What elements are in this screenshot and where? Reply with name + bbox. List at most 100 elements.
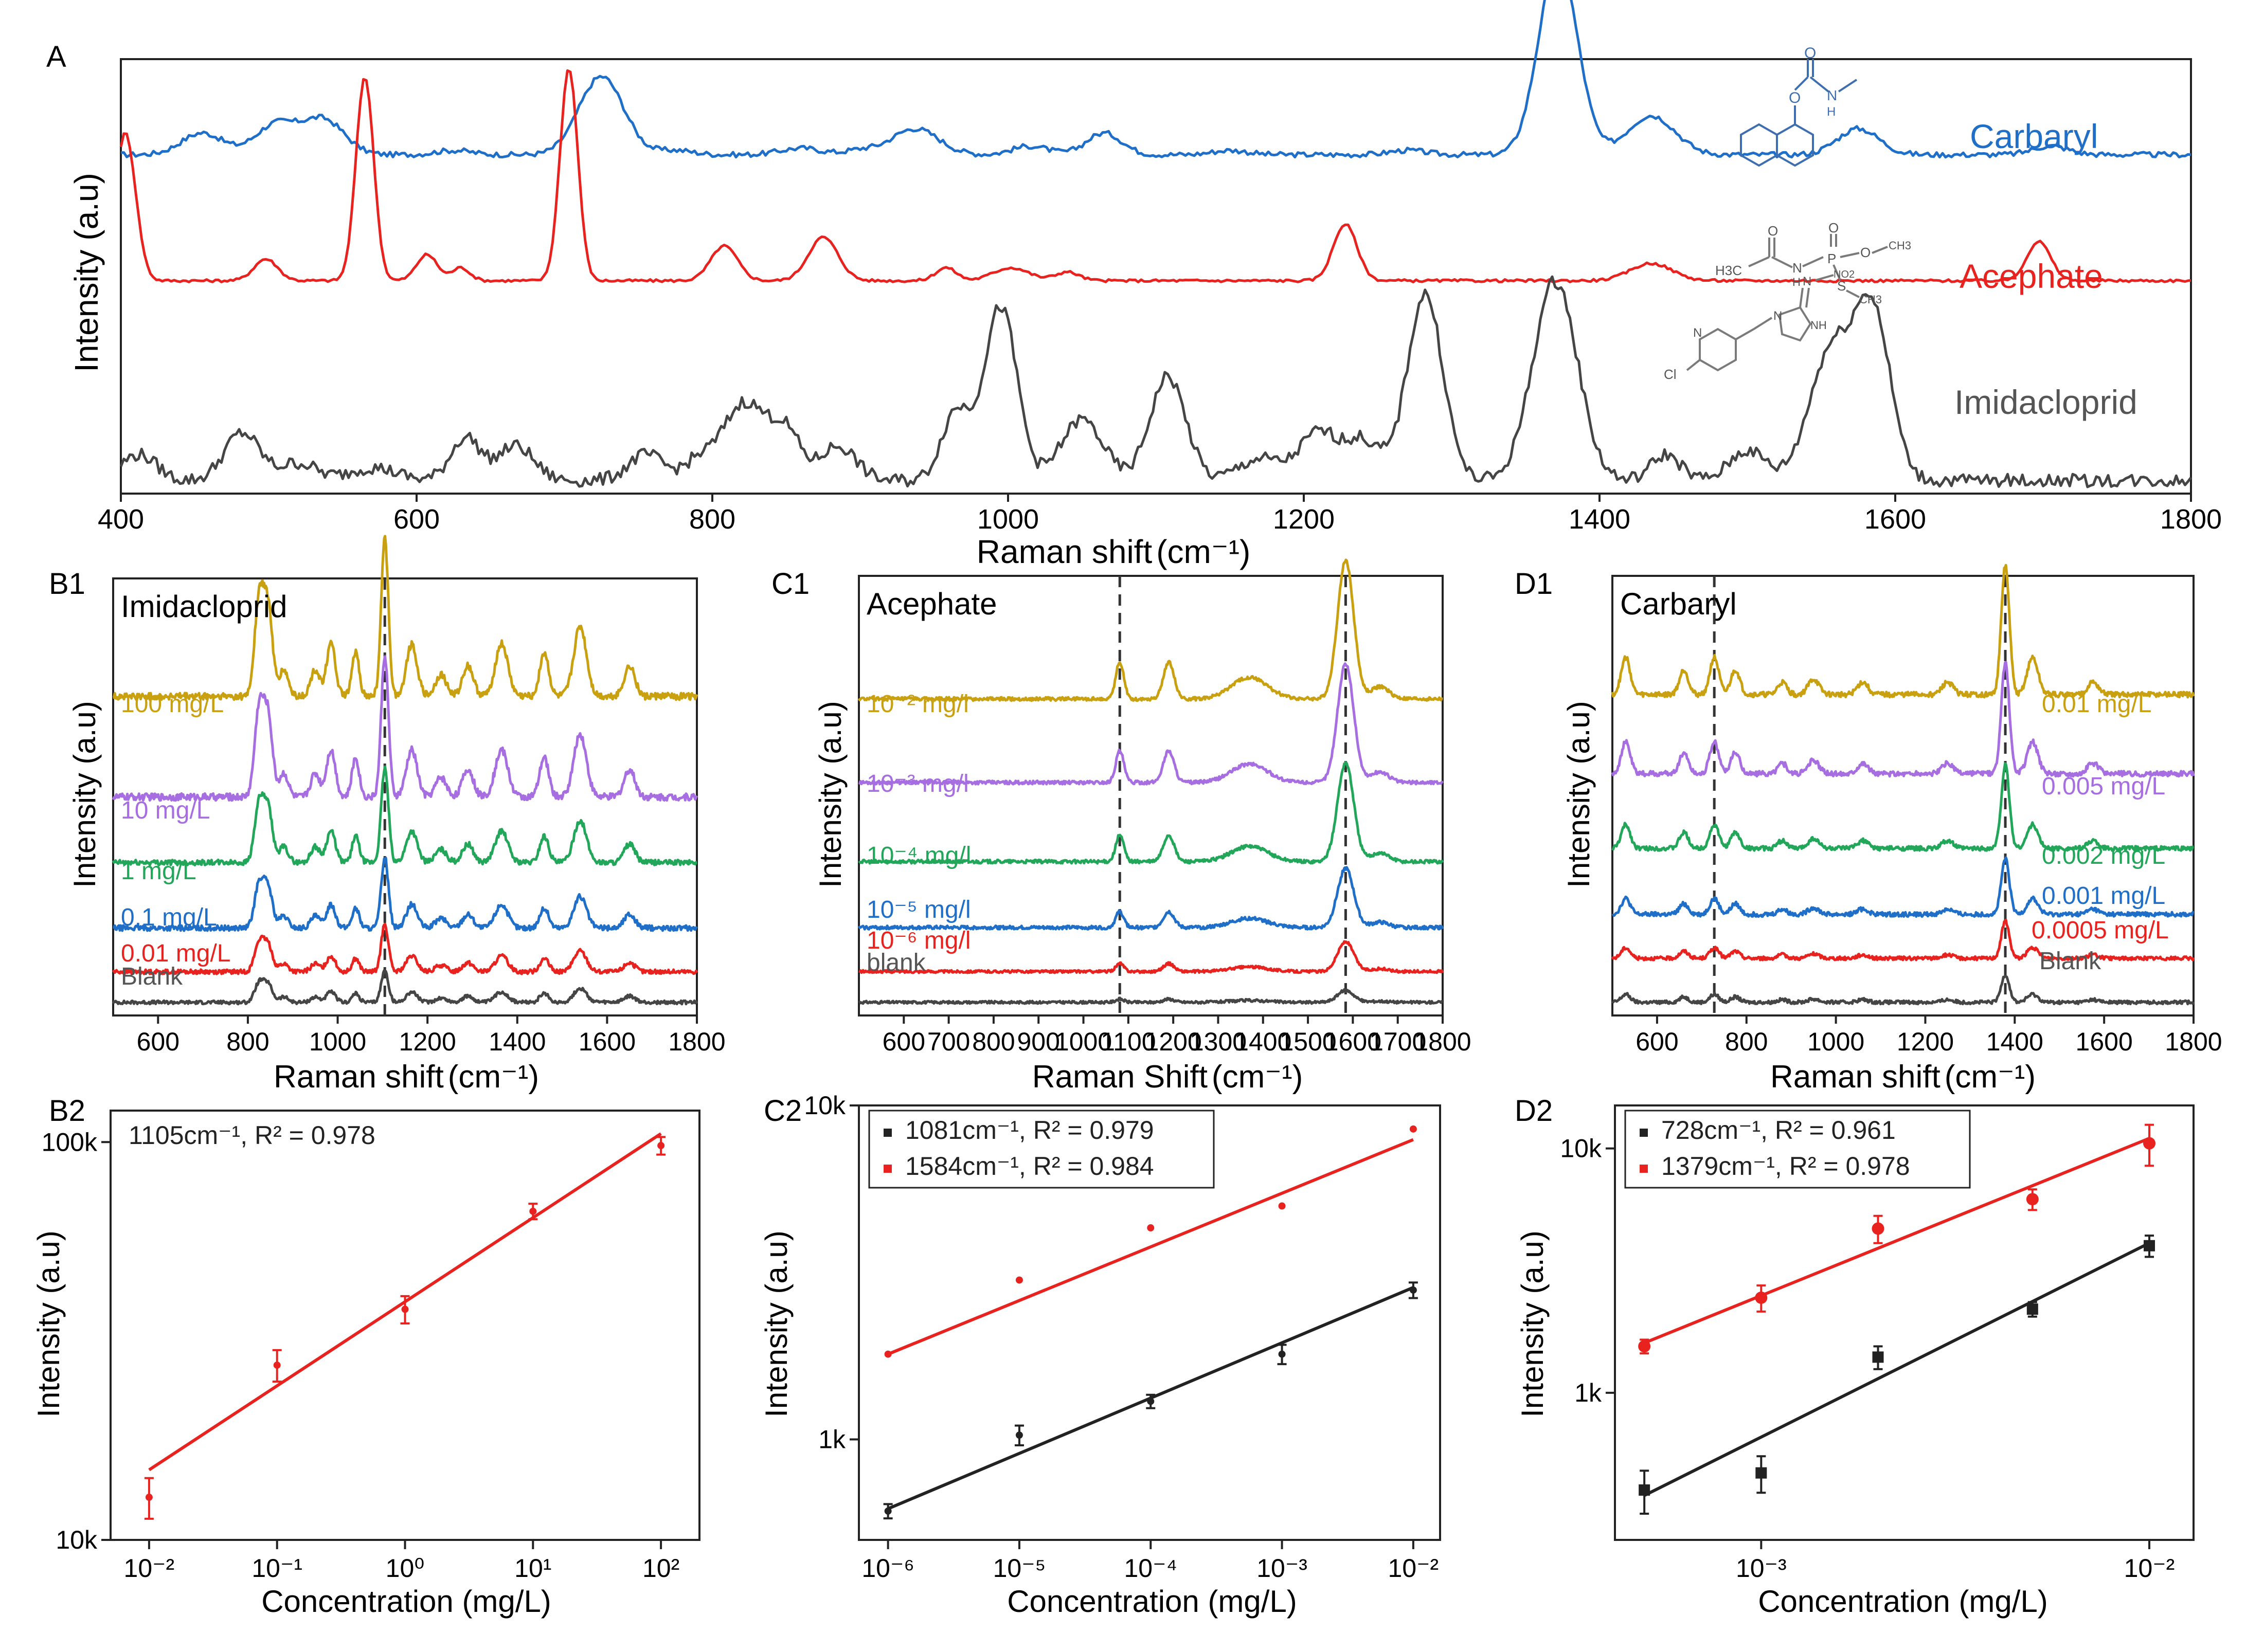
panel-label-b2: B2: [49, 1094, 85, 1128]
x-tick-label: 1000: [1807, 1027, 1864, 1056]
panel-c1-y-axis-label: Intensity (a.u): [813, 701, 848, 888]
data-point: [1147, 1397, 1155, 1405]
x-tick-label: 10⁻²: [124, 1554, 175, 1583]
svg-text:N: N: [1803, 275, 1811, 288]
panel-b2-plot-frame: [110, 1110, 700, 1541]
x-tick-label: 10⁻³: [1736, 1554, 1787, 1583]
x-tick-label: 1800: [2165, 1027, 2222, 1056]
data-point: [2143, 1137, 2156, 1150]
panel-a-x-axis-label-text: Raman shift: [977, 533, 1153, 570]
spectrum-blank: [858, 988, 1443, 1005]
svg-text:O: O: [1804, 45, 1816, 62]
x-tick-label: 600: [393, 504, 440, 535]
data-point: [1409, 1286, 1417, 1294]
x-tick-label: 1200: [1897, 1027, 1954, 1056]
panel-label-c2: C2: [764, 1094, 802, 1128]
data-point: [1755, 1467, 1767, 1479]
x-tick-label: 10⁻²: [2124, 1554, 2175, 1583]
data-point: [1638, 1340, 1651, 1353]
spectrum-1-mg-l: [112, 765, 697, 866]
fit-line: [1643, 1242, 2150, 1497]
panel-d2-x-axis-label: Concentration (mg/L): [1758, 1584, 2048, 1619]
panel-c1-x-axis-label-text: Raman Shift: [1032, 1059, 1208, 1095]
svg-text:CH3: CH3: [1889, 239, 1911, 252]
panel-c1-x-axis-unit: (cm⁻¹): [1212, 1059, 1303, 1095]
data-point: [884, 1507, 892, 1515]
legend-label-carbaryl: Carbaryl: [1970, 117, 2098, 155]
svg-text:NO2: NO2: [1834, 269, 1855, 280]
x-tick-label: 800: [689, 504, 735, 535]
y-tick-label: 10k: [56, 1526, 98, 1554]
x-tick-label: 400: [98, 504, 144, 535]
x-tick-label: 800: [1725, 1027, 1768, 1056]
data-point: [1639, 1484, 1650, 1496]
panel-c1-x-axis-label: Raman Shift (cm⁻¹): [1032, 1059, 1303, 1095]
x-tick-label: 10²: [642, 1554, 679, 1583]
data-point: [1278, 1202, 1286, 1210]
x-tick-label: 1200: [1145, 1027, 1202, 1056]
x-tick-label: 1800: [668, 1027, 725, 1056]
imidacloprid-structure-drawing: Cl N N NH N NO2: [1664, 269, 1855, 382]
svg-text:NH: NH: [1810, 319, 1827, 332]
legend-entry: 1584cm⁻¹, R² = 0.984: [905, 1152, 1154, 1181]
panel-c2-legend: 1081cm⁻¹, R² = 0.979 1584cm⁻¹, R² = 0.984: [868, 1110, 1215, 1189]
panel-c2-plot-frame: [858, 1104, 1441, 1541]
svg-text:S: S: [1837, 278, 1846, 294]
x-tick-label: 1600: [1324, 1027, 1381, 1056]
data-point: [1409, 1125, 1417, 1133]
panel-label-b1: B1: [49, 567, 85, 601]
c1-label-blank: blank: [867, 949, 926, 976]
spectrum-10-mg-l: [858, 761, 1444, 865]
panel-d1-x-axis-label: Raman shift (cm⁻¹): [1770, 1059, 2036, 1095]
b1-label-0.01: 0.01 mg/L: [121, 940, 230, 967]
legend-marker: [1640, 1129, 1648, 1137]
panel-b1: B1 600 800 1000 1200 1400 1600 1800 Imidaclopr…: [49, 535, 726, 1095]
spectrum-0-1-mg-l: [113, 857, 698, 932]
fit-line: [1644, 1137, 2150, 1345]
legend-entry: 1105cm⁻¹, R² = 0.978: [129, 1121, 375, 1150]
spectrum-0-002-mg-l: [1611, 762, 2194, 852]
svg-text:O: O: [1828, 220, 1839, 235]
panel-c2-x-axis-label: Concentration (mg/L): [1007, 1584, 1297, 1619]
panel-c1-title: Acephate: [867, 587, 997, 621]
panel-d2: D2 10⁻³ 10⁻² 1k 10k 728cm⁻¹, R² = 0.961 1379…: [1515, 1094, 2195, 1619]
svg-text:Cl: Cl: [1664, 367, 1677, 382]
panel-d1-x-ticks: 600 800 1000 1200 1400 1600 1800: [1636, 1015, 2222, 1056]
d1-label-0.0005: 0.0005 mg/L: [2032, 917, 2169, 944]
x-tick-label: 1400: [1986, 1027, 2043, 1056]
panel-label-a: A: [46, 40, 66, 74]
x-tick-label: 10⁻⁴: [1124, 1554, 1178, 1583]
svg-text:N: N: [1773, 309, 1782, 323]
svg-text:H: H: [1792, 276, 1801, 288]
data-point: [1147, 1224, 1155, 1232]
panel-c2-y-axis-label: Intensity (a.u): [759, 1230, 794, 1418]
b1-label-0.1: 0.1 mg/L: [121, 904, 217, 931]
data-point: [1278, 1350, 1286, 1358]
y-tick-label: 10k: [804, 1091, 846, 1120]
carbaryl-structure-drawing: O O N H: [1740, 45, 1858, 167]
x-tick-label: 1600: [2076, 1027, 2133, 1056]
spectrum-0-01-mg-l: [112, 922, 698, 975]
data-point: [529, 1207, 537, 1215]
panel-d1: D1 600 800 1000 1200 1400 1600 1800 Carbaryl I…: [1515, 564, 2222, 1095]
x-tick-label: 10⁻⁶: [861, 1554, 914, 1583]
x-tick-label: 1000: [309, 1027, 366, 1056]
panel-a-traces: [119, 0, 2192, 488]
panel-c2-plot: [883, 1125, 1418, 1520]
x-tick-label: 1400: [1569, 504, 1630, 535]
x-tick-label: 1000: [977, 504, 1039, 535]
panel-a: A 400 600 800 1000 1200 1400 1600 1800 Intensit…: [46, 0, 2222, 570]
legend-box: [1624, 1110, 1971, 1189]
spectrum-0-01-mg-l: [1611, 564, 2195, 699]
d1-label-0.002: 0.002 mg/L: [2042, 842, 2165, 869]
x-tick-label: 1400: [489, 1027, 546, 1056]
spectrum-0-005-mg-l: [1611, 661, 2195, 778]
c1-label-1e-5: 10⁻⁵ mg/l: [867, 896, 971, 923]
panel-c1-dashed-markers: [1118, 576, 1347, 1015]
spectrum-acephate: [119, 69, 2191, 283]
legend-label-acephate: Acephate: [1960, 257, 2103, 295]
panel-b2-x-axis-label: Concentration (mg/L): [261, 1584, 551, 1619]
spectrum-0-001-mg-l: [1611, 856, 2195, 918]
panel-c1-traces: [857, 558, 1444, 1005]
